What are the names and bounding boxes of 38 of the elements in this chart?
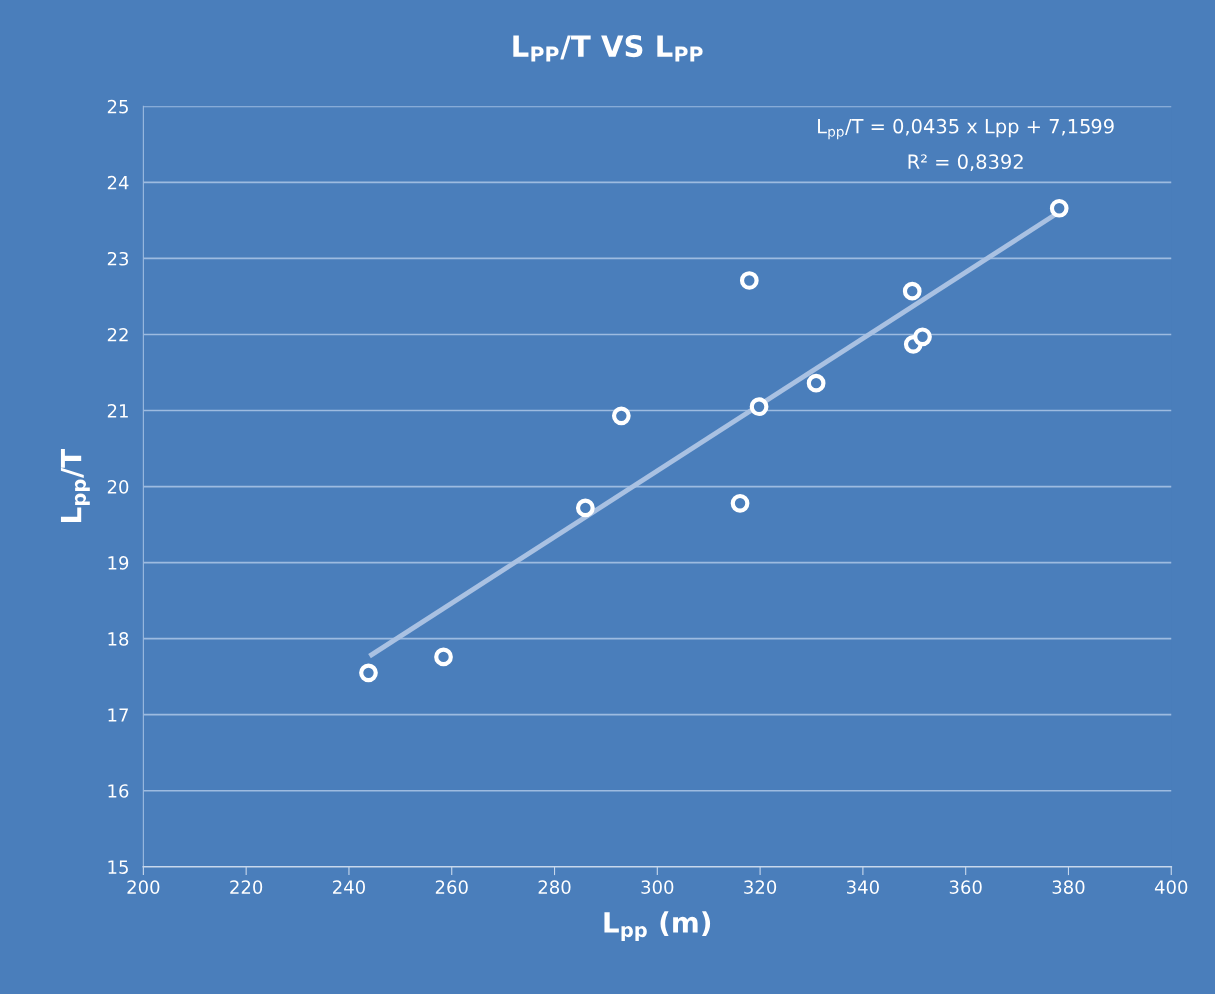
y-tick-label: 23 [107,251,129,266]
y-tick-label: 21 [107,403,128,418]
x-tick-label: 260 [435,880,468,894]
y-tick-label: 19 [108,556,129,570]
point [749,397,769,417]
y-tick-label: 22 [107,327,128,342]
x-tick-label: 240 [333,880,365,894]
point [902,281,922,301]
y-tick-label: 20 [107,480,129,494]
point [1049,198,1069,218]
point [575,498,595,518]
x-tick-label: 300 [641,880,674,894]
point [434,647,453,667]
x-tick-label: 280 [538,880,571,894]
point [359,663,378,683]
y-tick-label: 24 [107,175,129,190]
x-tick-label: 320 [744,880,777,894]
x-tick-label: 380 [1052,880,1085,894]
x-tick-label: 400 [1154,880,1188,894]
y-tick-label: 17 [108,708,128,722]
x-tick-label: 220 [230,880,263,894]
x-tick-label: 360 [949,880,982,894]
point [739,271,759,290]
x-tick-label: 200 [127,880,160,894]
y-tick-label: 15 [108,860,128,874]
point [913,327,932,347]
point [806,373,826,393]
y-axis-title: L$_{pp}$/T [60,448,90,522]
x-tick-label: 340 [847,880,879,894]
point [611,406,631,426]
point [730,493,750,513]
y-tick-label: 25 [107,99,128,114]
annotation: R² = 0,8392 [908,154,1023,172]
y-tick-label: 16 [108,784,129,798]
y-tick-label: 18 [108,632,129,646]
chart-title: L$_{PP}$/T VS L$_{PP}$ [513,35,703,62]
annotation: L$_{pp}$/T = 0,0435 x Lpp + 7,1599 [818,118,1114,140]
x-axis-title: L$_{pp}$ (m) [604,911,711,941]
